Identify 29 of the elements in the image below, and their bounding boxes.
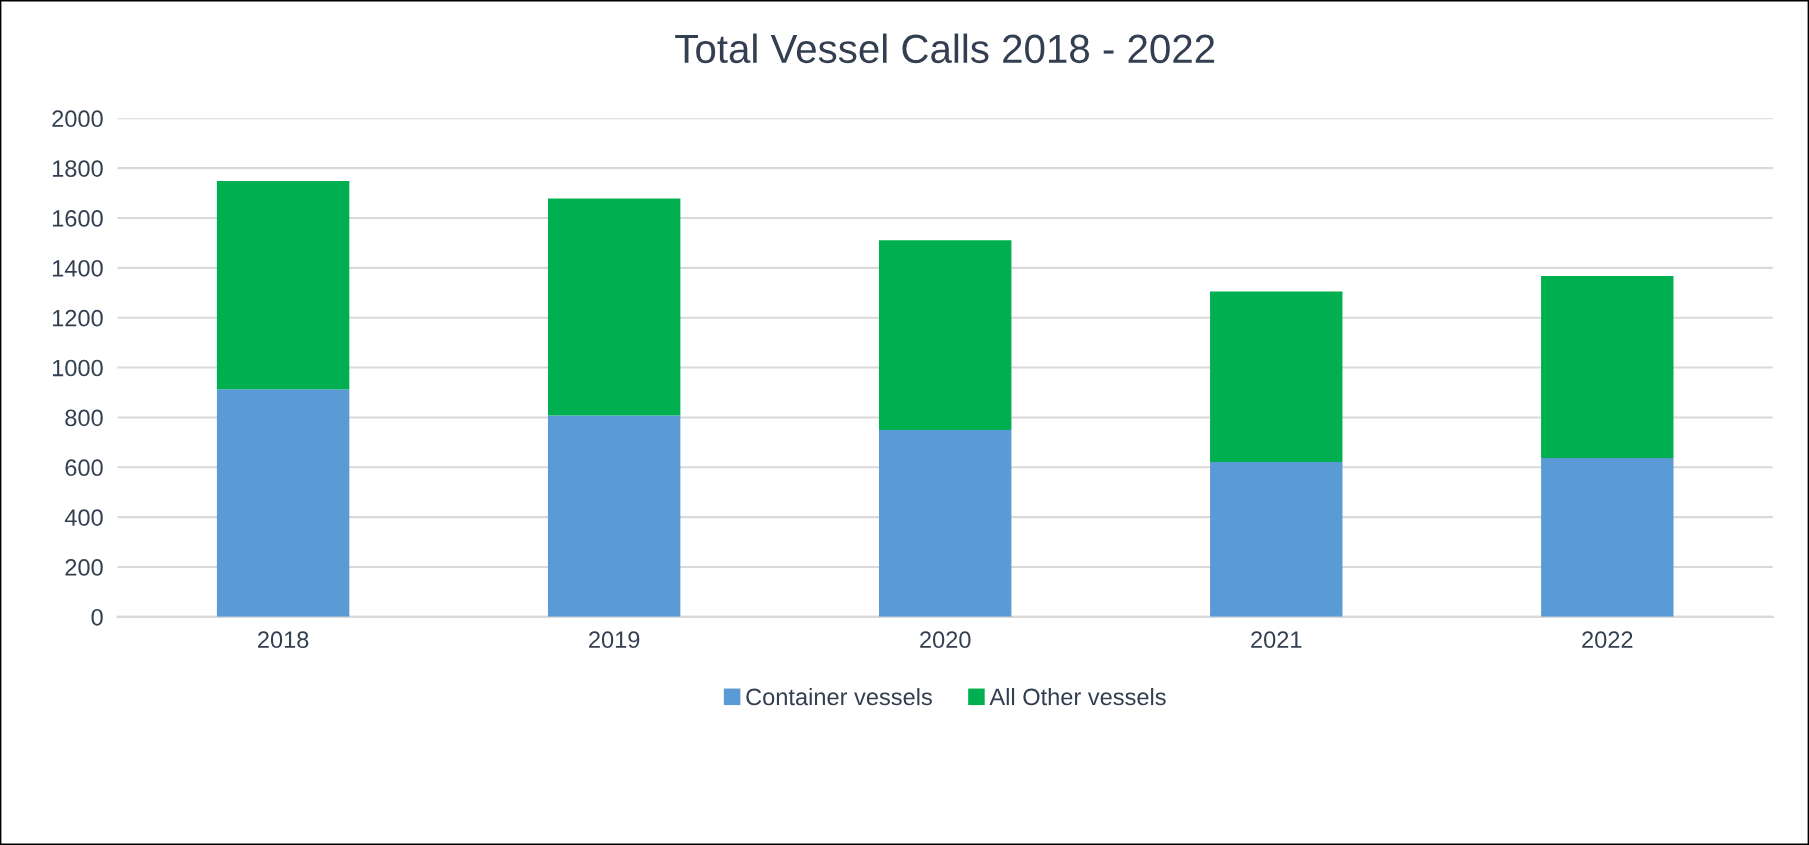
bar xyxy=(1210,291,1343,463)
x-tick-label: 2022 xyxy=(1582,631,1633,649)
chart-title: Total Vessel Calls 2018 - 2022 xyxy=(675,33,1215,64)
y-tick-label: 200 xyxy=(65,559,103,576)
x-tick-label: 2021 xyxy=(1251,631,1302,649)
y-tick-label: 1400 xyxy=(52,259,103,277)
y-tick-label: 0 xyxy=(91,608,103,626)
bar xyxy=(878,429,1012,617)
x-tick-label: 2019 xyxy=(589,631,640,649)
bar xyxy=(878,240,1012,430)
legend-label: Container vessels xyxy=(746,687,932,706)
bar xyxy=(547,198,681,416)
bar xyxy=(1541,458,1674,617)
y-tick-label: 1600 xyxy=(52,210,103,227)
y-tick-label: 1800 xyxy=(52,160,103,177)
bar xyxy=(216,181,350,390)
bar xyxy=(1210,462,1343,617)
y-tick-label: 2000 xyxy=(52,110,103,128)
y-tick-label: 800 xyxy=(65,409,103,427)
y-tick-label: 600 xyxy=(65,459,103,477)
y-tick-label: 400 xyxy=(64,509,103,526)
bar xyxy=(216,389,350,617)
bar xyxy=(1541,276,1674,459)
x-tick-label: 2018 xyxy=(258,631,309,649)
y-tick-label: 1200 xyxy=(52,309,103,327)
bar xyxy=(547,415,681,617)
legend-label: All Other vessels xyxy=(989,687,1166,706)
x-tick-label: 2020 xyxy=(920,631,971,649)
y-tick-label: 1000 xyxy=(52,359,103,377)
